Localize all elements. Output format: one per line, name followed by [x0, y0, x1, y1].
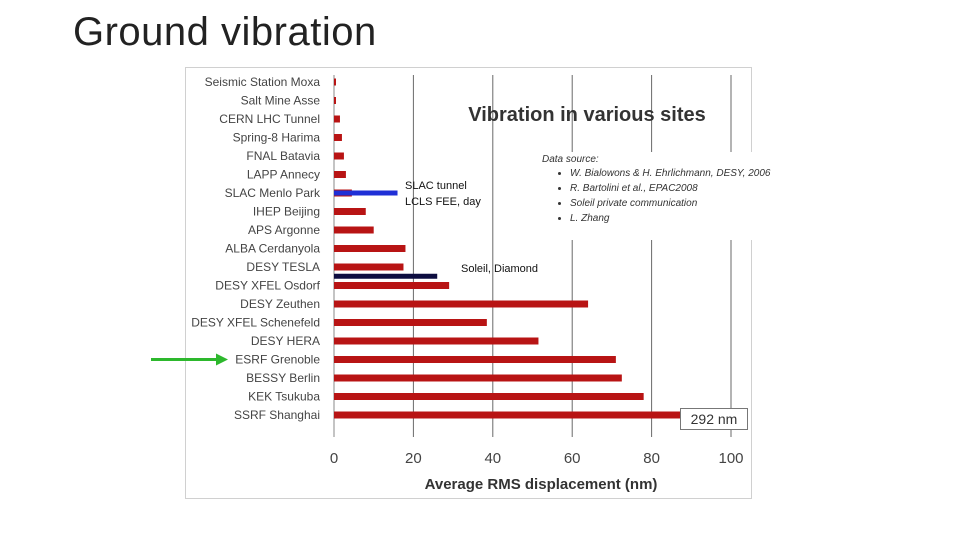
category-label: ESRF Grenoble — [235, 353, 320, 367]
bar — [334, 263, 404, 271]
annotation-slac-line1: SLAC tunnel — [405, 180, 467, 192]
bar — [334, 282, 450, 289]
bar — [334, 208, 366, 215]
bar — [334, 337, 539, 345]
chart-title: Vibration in various sites — [468, 104, 705, 126]
category-label: DESY TESLA — [246, 260, 320, 274]
callout-label: 292 nm — [680, 408, 748, 430]
bar — [334, 152, 344, 160]
x-tick-label: 80 — [643, 450, 660, 467]
category-label: BESSY Berlin — [246, 371, 320, 385]
bar — [334, 226, 374, 234]
category-label: DESY Zeuthen — [240, 297, 320, 311]
bar — [334, 115, 340, 123]
x-tick-label: 100 — [718, 450, 743, 467]
category-label: FNAL Batavia — [246, 149, 320, 163]
bar — [334, 97, 336, 104]
highlight-arrow-head — [216, 353, 228, 366]
x-axis-label: Average RMS displacement (nm) — [425, 476, 658, 493]
bar — [334, 78, 336, 86]
bar — [334, 300, 589, 308]
bar — [334, 134, 342, 141]
annotation-marker-bar — [334, 190, 398, 196]
category-label: DESY HERA — [251, 334, 320, 348]
category-label: APS Argonne — [248, 223, 320, 237]
category-label: IHEP Beijing — [253, 205, 320, 219]
x-tick-label: 0 — [330, 450, 338, 467]
category-label: ALBA Cerdanyola — [225, 242, 320, 256]
bar — [334, 245, 406, 252]
data-source-item: R. Bartolini et al., EPAC2008 — [570, 182, 836, 195]
data-source-item: L. Zhang — [570, 212, 836, 225]
category-label: CERN LHC Tunnel — [219, 112, 320, 126]
data-source-item: W. Bialowons & H. Ehrlichmann, DESY, 200… — [570, 167, 836, 180]
category-label: SSRF Shanghai — [234, 408, 320, 422]
data-source-list: W. Bialowons & H. Ehrlichmann, DESY, 200… — [542, 167, 836, 225]
category-label: DESY XFEL Schenefeld — [191, 316, 320, 330]
x-tick-label: 20 — [405, 450, 422, 467]
bar — [334, 393, 644, 400]
bar — [334, 411, 690, 419]
annotation-slac: SLAC tunnel LCLS FEE, day — [405, 180, 481, 208]
chart-frame — [185, 67, 752, 499]
slide-title: Ground vibration — [73, 10, 377, 54]
category-label: Seismic Station Moxa — [205, 75, 321, 89]
bar — [334, 171, 346, 178]
x-tick-label: 60 — [564, 450, 581, 467]
category-label: KEK Tsukuba — [248, 390, 320, 404]
data-source-item: Soleil private communication — [570, 197, 836, 210]
bar — [334, 356, 616, 363]
x-tick-label: 40 — [484, 450, 501, 467]
category-label: Spring-8 Harima — [233, 131, 321, 145]
category-label: SLAC Menlo Park — [225, 186, 321, 200]
data-source-box: Data source: W. Bialowons & H. Ehrlichma… — [537, 152, 841, 240]
category-label: DESY XFEL Osdorf — [215, 279, 320, 293]
category-label: LAPP Annecy — [247, 168, 320, 182]
bar — [334, 319, 487, 326]
category-label: Salt Mine Asse — [241, 94, 321, 108]
annotation-marker-bar — [334, 273, 438, 279]
annotation-soleil: Soleil, Diamond — [461, 263, 539, 275]
bar — [334, 374, 622, 382]
annotation-slac-line2: LCLS FEE, day — [405, 196, 481, 208]
data-source-title: Data source: — [542, 154, 599, 165]
